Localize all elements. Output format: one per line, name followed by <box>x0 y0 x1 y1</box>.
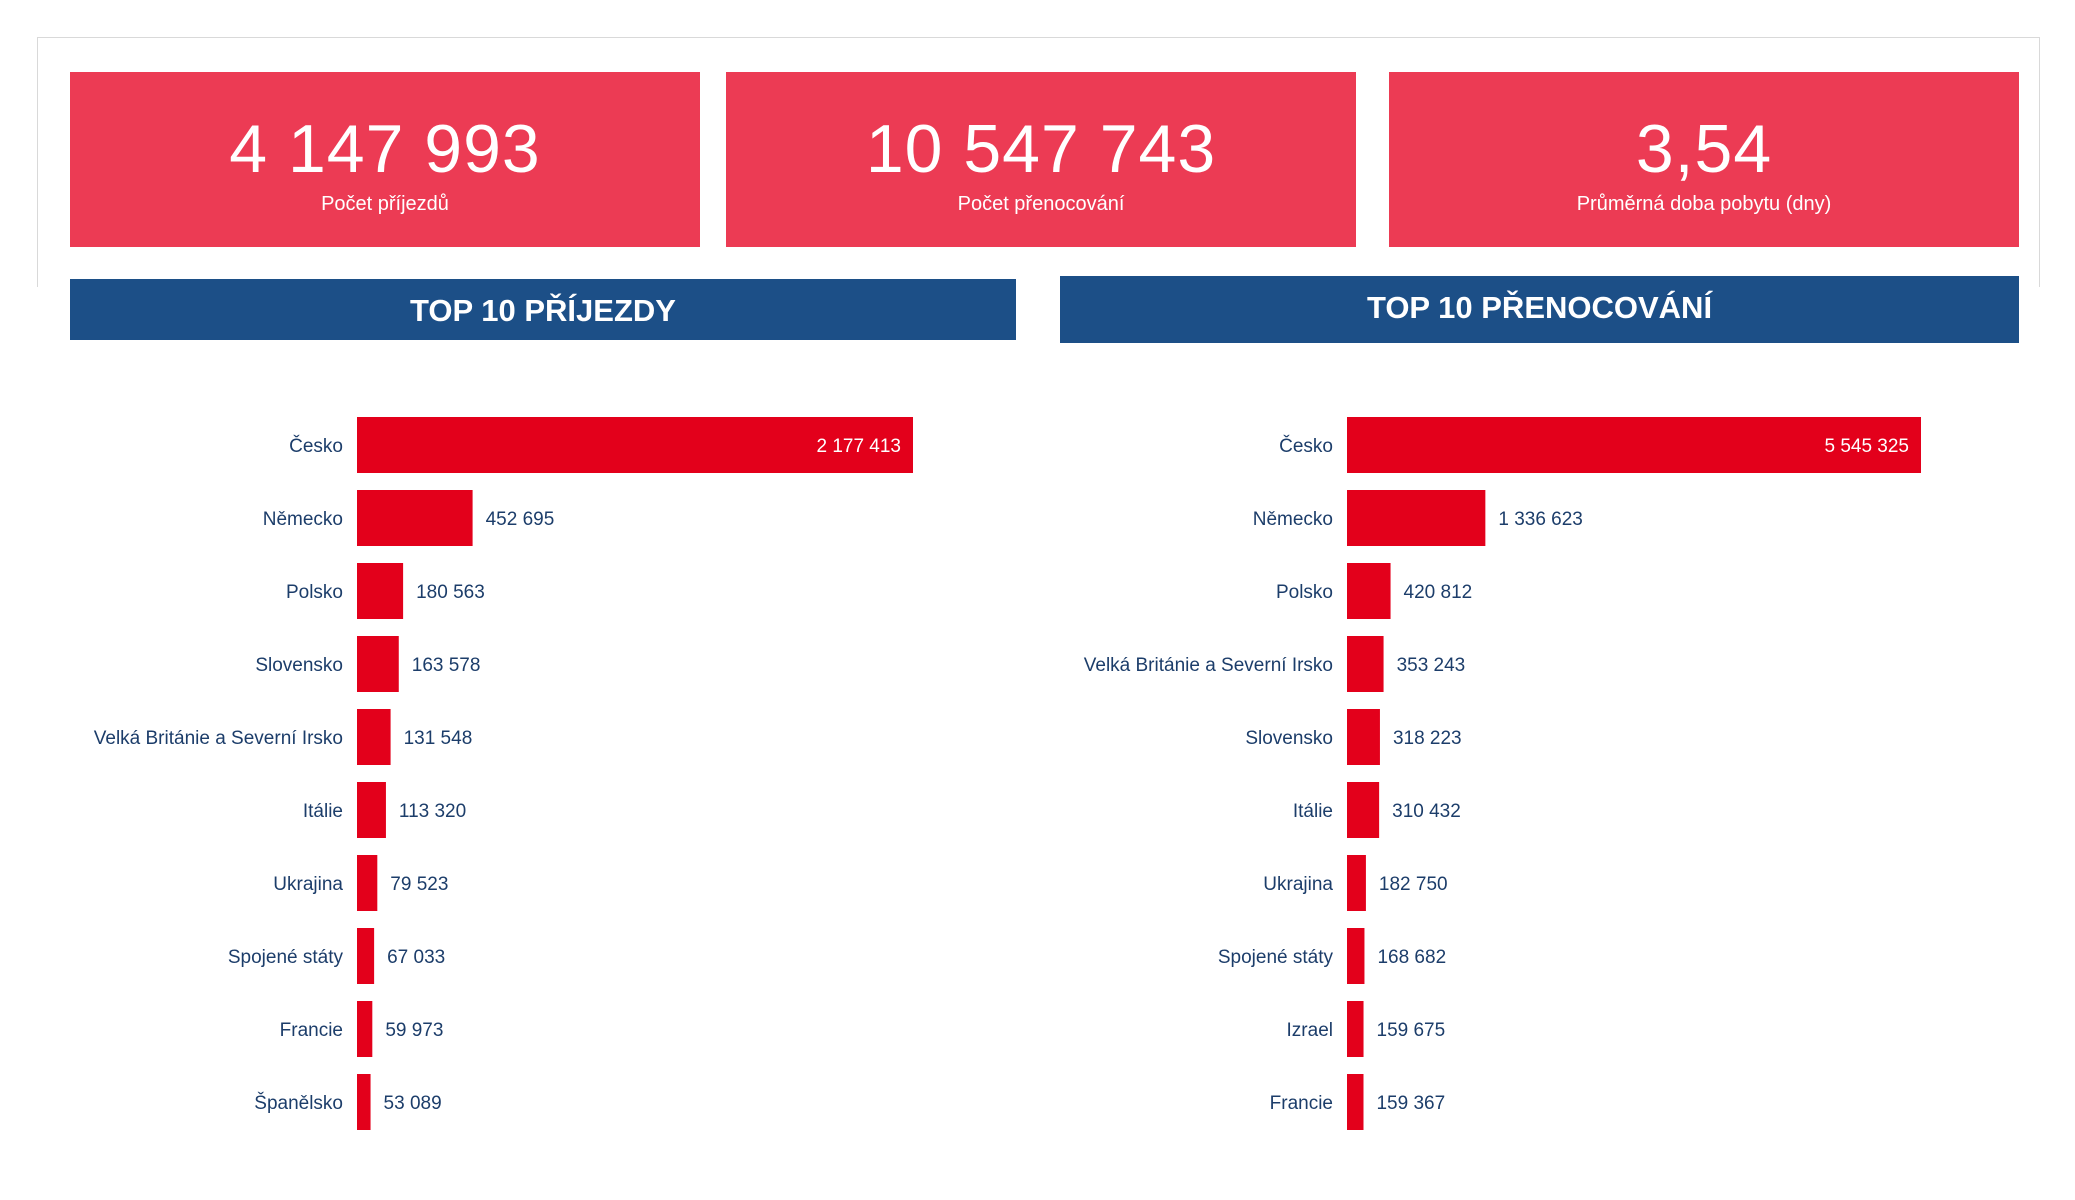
value-label: 5 545 325 <box>1824 436 1909 457</box>
bar-arrivals-9 <box>357 1074 371 1130</box>
category-label: Německo <box>263 509 343 530</box>
bar-overnight-stays-1 <box>1347 490 1486 546</box>
category-label: Francie <box>280 1020 343 1041</box>
bar-arrivals-0 <box>357 417 913 473</box>
bar-arrivals-1 <box>357 490 473 546</box>
category-label: Ukrajina <box>1263 874 1333 895</box>
value-label: 452 695 <box>486 509 555 530</box>
kpi-value: 3,54 <box>1635 111 1773 187</box>
value-label: 67 033 <box>387 947 445 968</box>
bar-arrivals-2 <box>357 563 404 619</box>
value-label: 163 578 <box>412 655 481 676</box>
category-label: Spojené státy <box>228 947 344 968</box>
value-label: 182 750 <box>1379 874 1448 895</box>
bar-overnight-stays-2 <box>1347 563 1391 619</box>
value-label: 131 548 <box>404 728 473 749</box>
category-label: Itálie <box>1293 801 1333 822</box>
category-label: Španělsko <box>254 1092 343 1114</box>
value-label: 1 336 623 <box>1498 509 1583 530</box>
bar-arrivals-4 <box>357 709 391 765</box>
bar-chart-overnight-stays: Česko 5 545 325 Německo 1 336 623 Polsko 420 … <box>990 390 1990 1160</box>
value-label: 53 089 <box>384 1093 442 1114</box>
value-label: 79 523 <box>390 874 448 895</box>
kpi-card-average-stay: 3,54 Průměrná doba pobytu (dny) <box>1389 72 2019 247</box>
bar-arrivals-5 <box>357 782 386 838</box>
category-label: Česko <box>1279 435 1333 457</box>
kpi-card-arrivals: 4 147 993 Počet příjezdů <box>70 72 700 247</box>
category-label: Itálie <box>303 801 343 822</box>
bar-overnight-stays-3 <box>1347 636 1384 692</box>
category-label: Slovensko <box>1245 728 1333 749</box>
value-label: 353 243 <box>1397 655 1466 676</box>
category-label: Spojené státy <box>1218 947 1334 968</box>
value-label: 310 432 <box>1392 801 1461 822</box>
value-label: 113 320 <box>399 801 466 822</box>
value-label: 168 682 <box>1377 947 1446 968</box>
value-label: 59 973 <box>385 1020 443 1041</box>
category-label: Německo <box>1253 509 1333 530</box>
category-label: Česko <box>289 435 343 457</box>
kpi-card-overnight-stays: 10 547 743 Počet přenocování <box>726 72 1356 247</box>
bar-overnight-stays-6 <box>1347 855 1366 911</box>
kpi-value: 10 547 743 <box>865 111 1217 187</box>
value-label: 318 223 <box>1393 728 1462 749</box>
bar-arrivals-7 <box>357 928 375 984</box>
category-label: Polsko <box>286 582 343 603</box>
kpi-panel-frame <box>37 37 2040 287</box>
kpi-label: Průměrná doba pobytu (dny) <box>1576 193 1832 215</box>
category-label: Francie <box>1270 1093 1333 1114</box>
kpi-label: Počet přenocování <box>957 193 1125 215</box>
chart-title-overnight-stays: TOP 10 PŘENOCOVÁNÍ <box>1060 276 2019 343</box>
kpi-value: 4 147 993 <box>229 111 541 187</box>
bar-overnight-stays-9 <box>1347 1074 1364 1130</box>
category-label: Slovensko <box>255 655 343 676</box>
value-label: 159 367 <box>1376 1093 1445 1114</box>
bar-chart-arrivals-svg: Česko 2 177 413 Německo 452 695 Polsko 180 56… <box>94 417 913 1130</box>
bar-overnight-stays-4 <box>1347 709 1380 765</box>
chart-title-arrivals: TOP 10 PŘÍJEZDY <box>70 279 1016 340</box>
bar-arrivals-3 <box>357 636 399 692</box>
value-label: 159 675 <box>1377 1020 1446 1041</box>
value-label: 2 177 413 <box>816 436 901 457</box>
bar-chart-arrivals: Česko 2 177 413 Německo 452 695 Polsko 180 56… <box>0 390 1000 1160</box>
bar-overnight-stays-5 <box>1347 782 1380 838</box>
bar-overnight-stays-0 <box>1347 417 1921 473</box>
value-label: 180 563 <box>416 582 485 603</box>
category-label: Velká Británie a Severní Irsko <box>94 728 343 749</box>
kpi-label: Počet příjezdů <box>321 193 449 215</box>
category-label: Polsko <box>1276 582 1333 603</box>
bar-arrivals-8 <box>357 1001 373 1057</box>
bar-overnight-stays-7 <box>1347 928 1365 984</box>
bar-chart-overnight-stays-svg: Česko 5 545 325 Německo 1 336 623 Polsko 420 … <box>1084 417 1921 1130</box>
bar-overnight-stays-8 <box>1347 1001 1364 1057</box>
category-label: Ukrajina <box>273 874 343 895</box>
value-label: 420 812 <box>1404 582 1473 603</box>
category-label: Velká Británie a Severní Irsko <box>1084 655 1333 676</box>
category-label: Izrael <box>1287 1020 1333 1041</box>
bar-arrivals-6 <box>357 855 378 911</box>
